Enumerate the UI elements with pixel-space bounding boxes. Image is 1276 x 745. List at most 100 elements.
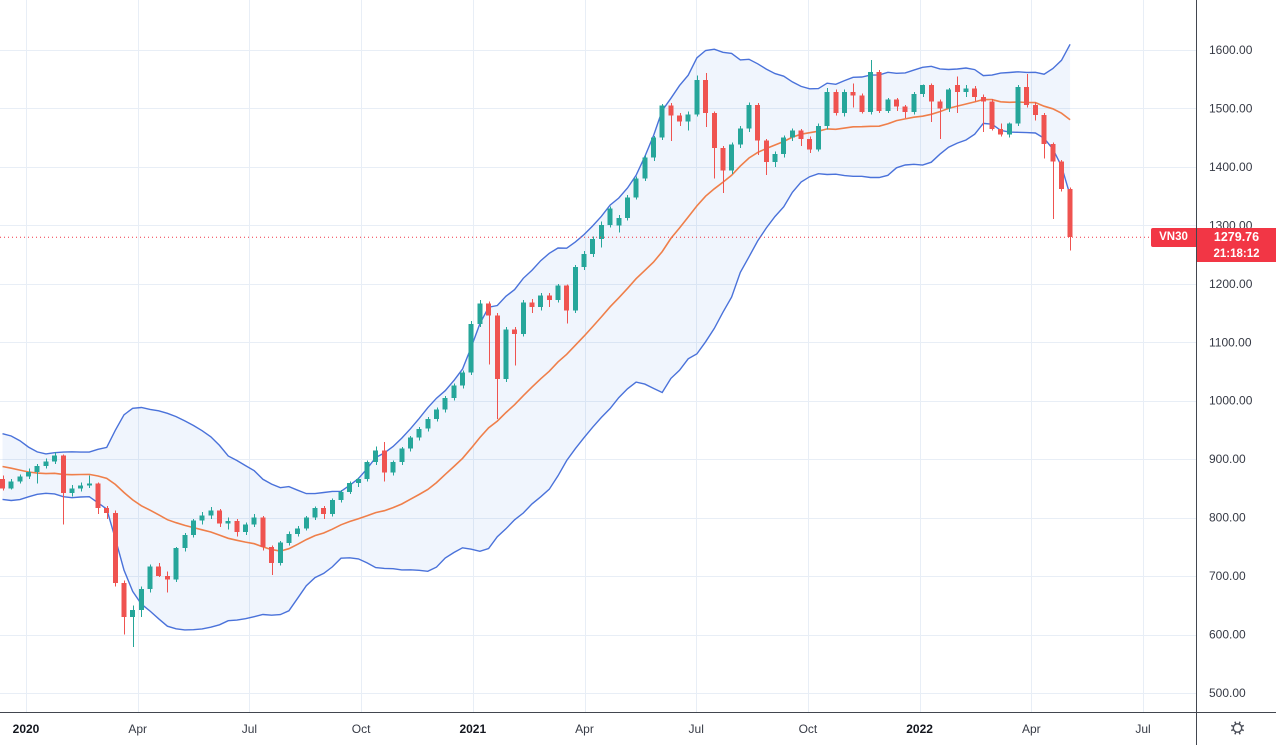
candle[interactable]: [130, 605, 136, 647]
candle[interactable]: [86, 475, 92, 488]
candle[interactable]: [373, 446, 379, 465]
candle[interactable]: [659, 103, 665, 140]
candle[interactable]: [234, 518, 240, 537]
candle[interactable]: [616, 214, 622, 233]
candle[interactable]: [182, 532, 188, 552]
candle[interactable]: [737, 126, 743, 149]
candle[interactable]: [1041, 113, 1047, 159]
candle[interactable]: [590, 236, 596, 257]
candle[interactable]: [321, 505, 327, 519]
candle[interactable]: [703, 72, 709, 128]
candle[interactable]: [937, 99, 943, 139]
candle[interactable]: [946, 88, 952, 112]
candle[interactable]: [1006, 122, 1012, 138]
candle[interactable]: [920, 84, 926, 97]
candle[interactable]: [625, 195, 630, 221]
candle[interactable]: [972, 86, 978, 102]
candle[interactable]: [815, 123, 821, 152]
candle[interactable]: [642, 155, 648, 181]
price-scale[interactable]: 1600.001500.001400.001300.001200.001100.…: [1209, 43, 1253, 700]
candle[interactable]: [824, 88, 830, 130]
candle[interactable]: [677, 113, 682, 126]
candle[interactable]: [364, 460, 370, 482]
candle[interactable]: [781, 135, 787, 158]
candle[interactable]: [381, 442, 387, 482]
candle[interactable]: [651, 135, 656, 162]
time-scale-settings-button[interactable]: [1230, 721, 1245, 735]
candle[interactable]: [911, 92, 917, 115]
candle[interactable]: [494, 313, 500, 419]
candle[interactable]: [789, 128, 795, 142]
candle[interactable]: [746, 102, 752, 132]
candle[interactable]: [399, 446, 405, 465]
candle[interactable]: [416, 427, 422, 441]
candle[interactable]: [338, 490, 344, 503]
candle[interactable]: [451, 383, 457, 401]
candle[interactable]: [529, 299, 535, 313]
candle[interactable]: [408, 435, 413, 452]
candle[interactable]: [807, 136, 813, 153]
candle[interactable]: [347, 481, 353, 495]
candle[interactable]: [112, 510, 118, 587]
candle[interactable]: [885, 97, 891, 114]
candle[interactable]: [928, 83, 934, 122]
candle[interactable]: [1050, 142, 1056, 219]
candle[interactable]: [277, 541, 283, 566]
candle[interactable]: [191, 518, 196, 538]
candle[interactable]: [512, 327, 518, 366]
candle[interactable]: [199, 511, 205, 525]
candle[interactable]: [1032, 102, 1038, 121]
candle[interactable]: [503, 327, 509, 382]
candle[interactable]: [303, 515, 309, 531]
candle[interactable]: [173, 546, 179, 582]
candle[interactable]: [798, 128, 804, 146]
candle[interactable]: [0, 475, 5, 491]
candle[interactable]: [217, 508, 222, 527]
candle[interactable]: [208, 507, 214, 519]
candle[interactable]: [572, 265, 578, 313]
candle[interactable]: [729, 142, 735, 174]
candle[interactable]: [355, 477, 361, 488]
candle[interactable]: [989, 99, 995, 131]
candle[interactable]: [763, 138, 769, 176]
candle[interactable]: [607, 206, 613, 228]
candle[interactable]: [538, 293, 544, 311]
candle[interactable]: [95, 482, 101, 515]
candle[interactable]: [668, 103, 674, 142]
candle[interactable]: [720, 145, 726, 194]
candle[interactable]: [477, 300, 483, 328]
candle[interactable]: [755, 103, 761, 156]
candle[interactable]: [164, 571, 170, 593]
candle[interactable]: [772, 151, 778, 167]
candle[interactable]: [486, 301, 492, 365]
candle[interactable]: [69, 484, 75, 497]
candle[interactable]: [434, 407, 439, 422]
candle[interactable]: [460, 370, 465, 389]
candle[interactable]: [1024, 74, 1030, 108]
candle[interactable]: [8, 479, 14, 490]
candle[interactable]: [138, 586, 144, 617]
candle[interactable]: [225, 517, 231, 530]
candle[interactable]: [121, 580, 127, 635]
time-scale[interactable]: 2020 Apr Jul Oct 2021 Apr Jul Oct 2022 Apr Jul: [13, 722, 1151, 736]
candle[interactable]: [980, 94, 986, 132]
candle[interactable]: [442, 396, 448, 413]
candle[interactable]: [468, 321, 474, 375]
candle[interactable]: [390, 460, 396, 476]
candle[interactable]: [26, 468, 31, 480]
candle[interactable]: [963, 85, 969, 97]
candle[interactable]: [711, 111, 717, 179]
candle[interactable]: [286, 531, 292, 546]
candle[interactable]: [156, 563, 162, 578]
candle[interactable]: [329, 498, 335, 517]
candle[interactable]: [868, 59, 873, 115]
candle[interactable]: [269, 545, 275, 575]
candle[interactable]: [954, 76, 960, 114]
candle[interactable]: [243, 522, 248, 536]
candle[interactable]: [842, 89, 847, 117]
candle[interactable]: [52, 452, 58, 464]
candle[interactable]: [260, 515, 266, 551]
candle[interactable]: [251, 514, 257, 527]
candle[interactable]: [850, 83, 856, 108]
